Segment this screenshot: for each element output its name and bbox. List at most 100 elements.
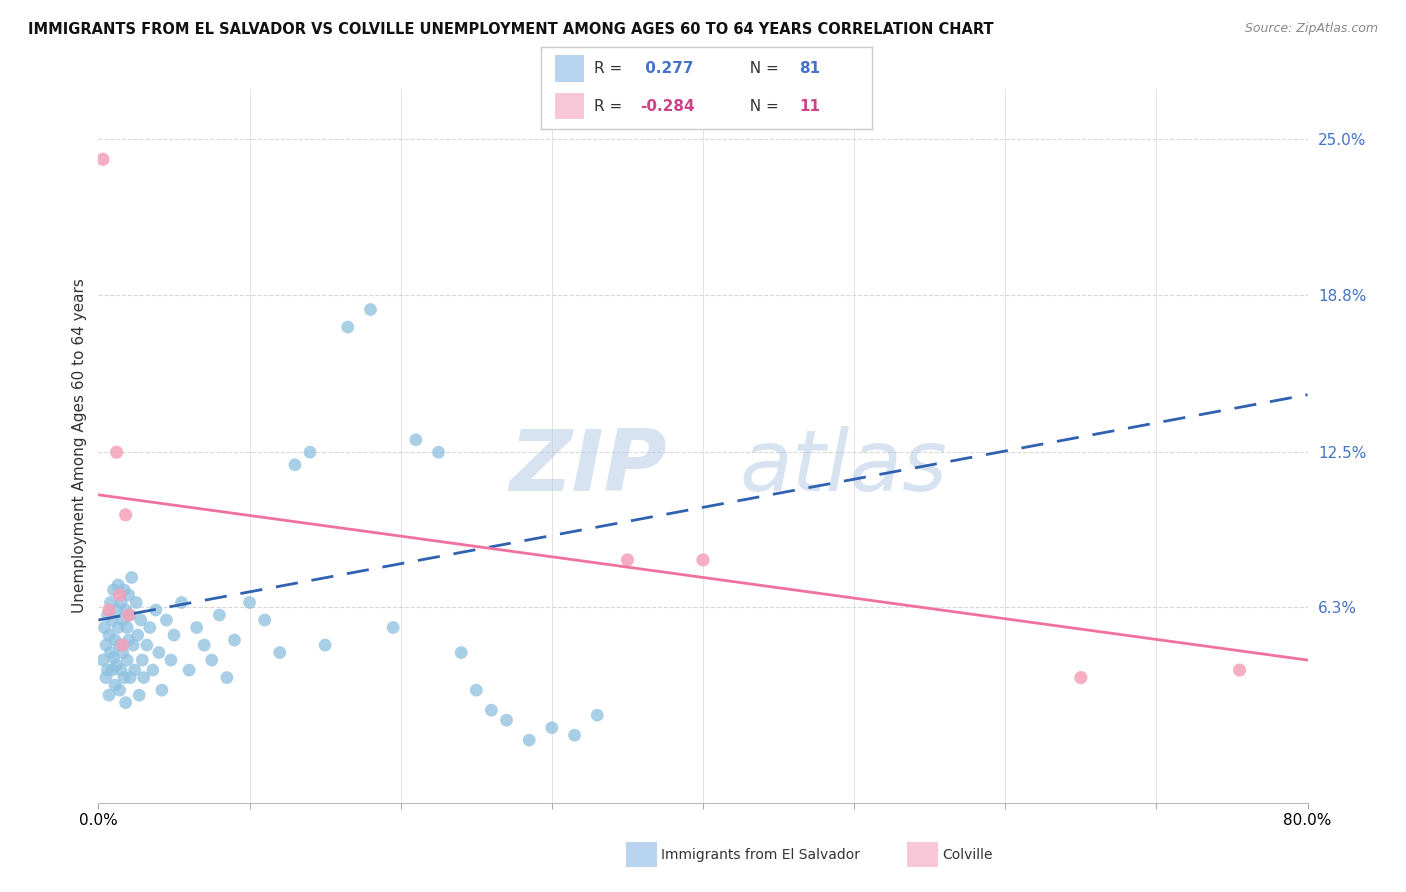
- Point: [299, 445, 322, 459]
- Point: [170, 595, 193, 609]
- Point: [108, 588, 131, 602]
- Point: [132, 671, 155, 685]
- Text: 11: 11: [799, 99, 820, 114]
- Text: -0.284: -0.284: [641, 99, 695, 114]
- Text: ZIP: ZIP: [509, 425, 666, 509]
- Point: [139, 621, 162, 635]
- Point: [336, 320, 359, 334]
- Point: [96, 607, 118, 622]
- Text: Colville: Colville: [942, 848, 993, 863]
- Point: [105, 445, 128, 459]
- FancyBboxPatch shape: [554, 94, 585, 120]
- Text: 0.277: 0.277: [641, 62, 695, 76]
- Point: [224, 633, 246, 648]
- Text: Immigrants from El Salvador: Immigrants from El Salvador: [661, 848, 860, 863]
- Point: [163, 628, 186, 642]
- Point: [586, 708, 609, 723]
- Point: [110, 595, 132, 609]
- Point: [465, 683, 488, 698]
- Point: [120, 607, 142, 622]
- Point: [129, 613, 152, 627]
- Point: [128, 688, 150, 702]
- Point: [115, 653, 138, 667]
- Point: [382, 621, 405, 635]
- Text: atlas: atlas: [740, 425, 948, 509]
- Text: 81: 81: [799, 62, 820, 76]
- Point: [103, 582, 125, 597]
- Point: [269, 646, 291, 660]
- Point: [208, 607, 231, 622]
- Point: [692, 553, 714, 567]
- Point: [215, 671, 238, 685]
- Point: [540, 721, 562, 735]
- Point: [98, 603, 121, 617]
- Point: [517, 733, 540, 747]
- Point: [131, 653, 153, 667]
- Point: [112, 582, 135, 597]
- Point: [616, 553, 638, 567]
- Point: [135, 638, 157, 652]
- Point: [1229, 663, 1251, 677]
- Point: [179, 663, 201, 677]
- FancyBboxPatch shape: [554, 55, 585, 82]
- Point: [91, 153, 114, 167]
- Point: [160, 653, 183, 667]
- Point: [104, 678, 127, 692]
- Point: [114, 603, 136, 617]
- Point: [405, 433, 427, 447]
- Point: [103, 650, 125, 665]
- Text: R =: R =: [595, 99, 627, 114]
- Point: [91, 653, 114, 667]
- Point: [100, 646, 122, 660]
- Point: [284, 458, 307, 472]
- Point: [93, 621, 115, 635]
- Point: [111, 646, 134, 660]
- Point: [110, 663, 132, 677]
- Point: [104, 633, 127, 648]
- Point: [127, 628, 149, 642]
- Point: [253, 613, 276, 627]
- Point: [94, 638, 117, 652]
- Point: [150, 683, 173, 698]
- Point: [142, 663, 165, 677]
- Point: [112, 671, 135, 685]
- Point: [427, 445, 450, 459]
- Point: [125, 595, 148, 609]
- Point: [186, 621, 208, 635]
- Point: [1070, 671, 1092, 685]
- Point: [314, 638, 336, 652]
- Point: [107, 578, 129, 592]
- Point: [155, 613, 177, 627]
- Point: [114, 696, 136, 710]
- Point: [107, 621, 129, 635]
- Point: [495, 713, 517, 727]
- Point: [481, 703, 503, 717]
- Text: IMMIGRANTS FROM EL SALVADOR VS COLVILLE UNEMPLOYMENT AMONG AGES 60 TO 64 YEARS C: IMMIGRANTS FROM EL SALVADOR VS COLVILLE …: [28, 22, 994, 37]
- Point: [360, 302, 382, 317]
- Point: [108, 638, 131, 652]
- Point: [120, 671, 142, 685]
- Point: [108, 683, 131, 698]
- Point: [450, 646, 472, 660]
- Point: [100, 595, 122, 609]
- Point: [118, 588, 141, 602]
- Point: [101, 663, 124, 677]
- Point: [111, 613, 134, 627]
- Point: [124, 663, 146, 677]
- Point: [96, 663, 118, 677]
- Point: [94, 671, 117, 685]
- Point: [105, 658, 128, 673]
- Point: [145, 603, 167, 617]
- Point: [118, 633, 141, 648]
- Point: [121, 570, 143, 584]
- Point: [98, 628, 121, 642]
- Point: [201, 653, 224, 667]
- Point: [111, 638, 134, 652]
- Point: [105, 603, 128, 617]
- Text: N =: N =: [740, 99, 783, 114]
- Text: R =: R =: [595, 62, 627, 76]
- Point: [564, 728, 586, 742]
- Point: [118, 607, 141, 622]
- Point: [239, 595, 262, 609]
- Y-axis label: Unemployment Among Ages 60 to 64 years: Unemployment Among Ages 60 to 64 years: [72, 278, 87, 614]
